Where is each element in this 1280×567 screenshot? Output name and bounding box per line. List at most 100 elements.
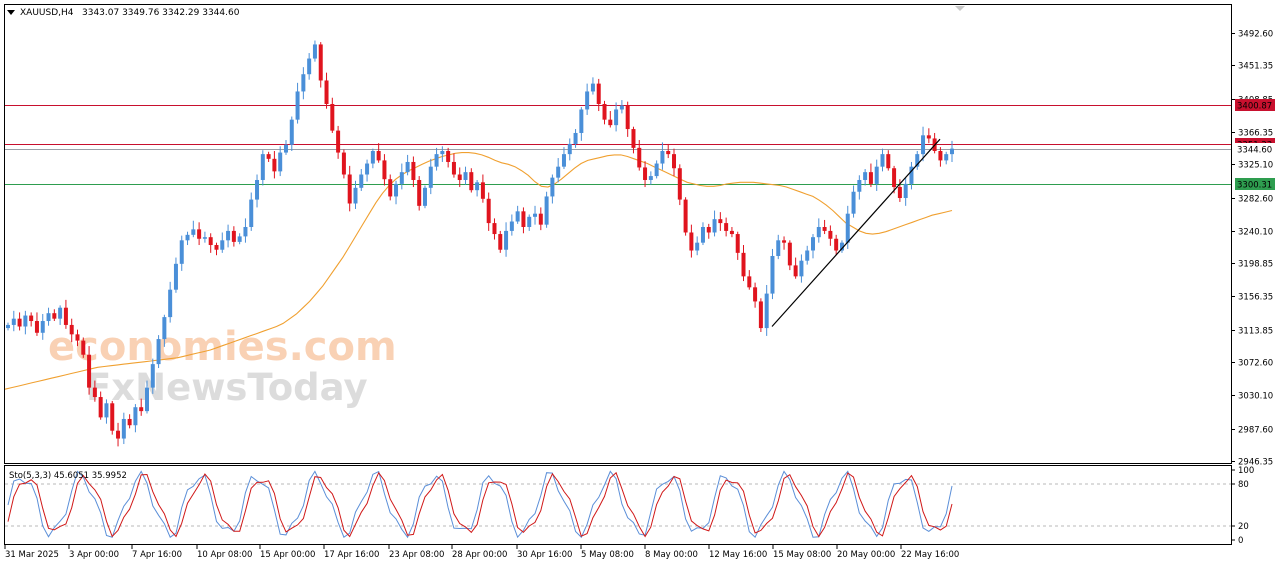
candle — [330, 97, 335, 133]
candle-body — [168, 289, 173, 318]
y-tick-label: 3030.10 — [1238, 392, 1273, 402]
chart-shift-marker[interactable] — [955, 6, 965, 11]
candle-body — [851, 191, 856, 214]
candle-body — [926, 135, 931, 139]
candle — [197, 222, 202, 246]
candle-body — [34, 321, 39, 333]
candle — [538, 207, 543, 231]
candle — [243, 218, 248, 243]
candle-body — [729, 230, 734, 235]
candle — [834, 234, 839, 256]
candle-body — [787, 242, 792, 266]
candle — [926, 128, 931, 144]
candle — [897, 179, 902, 202]
candle-body — [915, 154, 920, 167]
candle-body — [417, 179, 422, 206]
candle-body — [556, 166, 561, 178]
candle — [110, 400, 115, 435]
candle — [69, 318, 74, 343]
candle-body — [672, 154, 677, 169]
candle-body — [561, 154, 566, 167]
candle-body — [677, 168, 682, 200]
candle — [58, 305, 63, 325]
candle — [417, 176, 422, 211]
candle-body — [17, 318, 22, 327]
candle-body — [828, 230, 833, 239]
candle — [811, 234, 816, 259]
candle — [643, 161, 648, 188]
candle-body — [648, 176, 653, 180]
candle-body — [266, 154, 271, 159]
candle-body — [121, 418, 126, 439]
candle — [567, 138, 572, 161]
candle-body — [596, 83, 601, 104]
candle-body — [365, 163, 370, 175]
candle-body — [388, 179, 393, 197]
candle — [596, 78, 601, 112]
candle — [561, 147, 566, 170]
candle-body — [863, 172, 868, 180]
candle-body — [394, 183, 399, 197]
y-tick-label: 3325.10 — [1238, 161, 1273, 171]
candle-body — [521, 211, 526, 228]
candle — [874, 159, 879, 191]
candle-body — [58, 307, 63, 319]
x-tick-label: 8 May 00:00 — [645, 550, 698, 560]
candle — [220, 232, 225, 253]
candle-body — [434, 154, 439, 167]
y-tick-label: 3240.10 — [1238, 228, 1273, 238]
candle-body — [805, 250, 810, 261]
x-tick-label: 20 May 00:00 — [837, 550, 895, 560]
candle — [585, 83, 590, 115]
candle — [683, 197, 688, 236]
candle — [156, 335, 161, 369]
symbol-menu-icon[interactable] — [7, 10, 15, 15]
candle — [498, 230, 503, 253]
candle-body — [903, 183, 908, 199]
level-label-text: 3344.60 — [1237, 146, 1272, 156]
x-tick-label: 5 May 08:00 — [581, 550, 634, 560]
candle — [81, 337, 86, 358]
candle — [915, 150, 920, 170]
candle — [579, 107, 584, 141]
svg-text:FxNewsToday: FxNewsToday — [86, 366, 368, 409]
candle-body — [278, 152, 283, 172]
candle — [440, 146, 445, 162]
stoch-tick-label: 100 — [1238, 466, 1254, 476]
indicator-label: Sto(5,3,3) 45.6051 35.9952 — [9, 471, 127, 481]
x-tick-label: 17 Apr 16:00 — [324, 550, 379, 560]
candle — [231, 226, 236, 247]
candle — [6, 322, 10, 331]
candle — [637, 140, 642, 171]
candle — [706, 223, 711, 239]
candle-body — [69, 324, 74, 335]
candle — [666, 143, 671, 159]
candle-body — [312, 44, 317, 59]
candle — [52, 309, 57, 322]
moving-average-line — [4, 152, 953, 390]
candle-body — [214, 245, 219, 250]
x-tick-label: 3 Apr 00:00 — [69, 550, 119, 560]
candle — [556, 158, 561, 183]
candle-body — [793, 265, 798, 277]
candle — [324, 72, 329, 109]
candle — [353, 180, 358, 209]
candle — [394, 180, 399, 205]
candle — [301, 67, 306, 100]
y-tick-label: 3451.35 — [1238, 62, 1273, 72]
candle — [179, 235, 184, 271]
candle-body — [359, 174, 364, 188]
candle — [764, 284, 769, 336]
candle-body — [156, 339, 161, 365]
x-tick-label: 30 Apr 16:00 — [517, 550, 572, 560]
candle-body — [758, 301, 763, 329]
candle-body — [811, 237, 816, 251]
candle — [318, 42, 323, 88]
trendline[interactable] — [771, 138, 941, 327]
candle — [921, 126, 926, 162]
candle-body — [347, 174, 352, 204]
candle-body — [921, 135, 926, 155]
candle-body — [799, 260, 804, 277]
level-label-text: 3300.31 — [1237, 181, 1272, 191]
